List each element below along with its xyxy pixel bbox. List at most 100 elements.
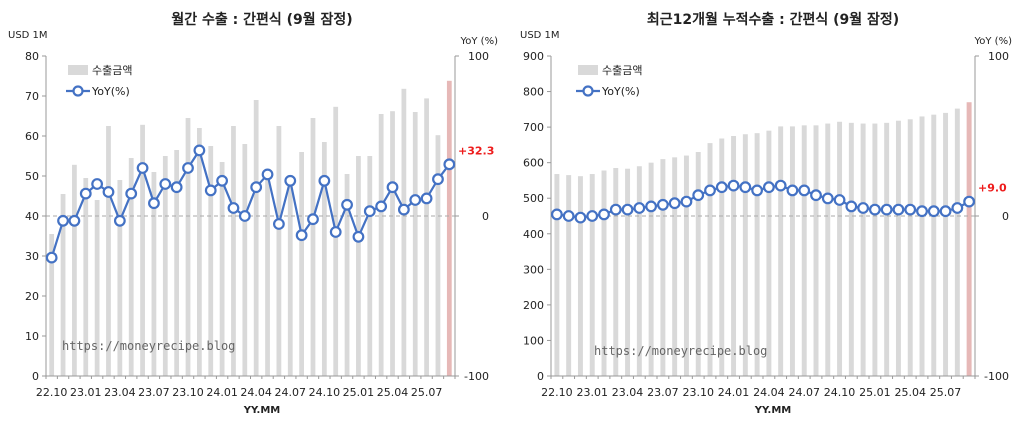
yoy-point-24.05 [774,179,787,192]
bar-23.02 [601,170,607,376]
bar-25.08 [435,135,441,376]
x-tick-label: 24.07 [788,386,820,399]
yoy-line [50,147,451,258]
yoy-point-23.08 [668,197,681,210]
bar-25.07 [424,98,429,377]
bar-24.02 [231,126,236,376]
bar-23.06 [140,124,145,376]
yoy-point-24.09 [821,192,834,205]
legend-line-label: YoY(%) [91,85,130,98]
bar-25.05 [401,88,407,377]
yoy-point-25.04 [904,203,917,216]
yoy-point-25.06 [927,205,940,218]
yoy-point-23.06 [645,200,658,213]
left-tick-label: 0 [32,370,39,383]
x-tick-label: 25.04 [377,386,409,399]
legend-line-marker [72,85,84,97]
bar-23.07 [151,172,157,376]
x-tick-label: 24.04 [240,386,272,399]
bar-25.04 [390,111,395,376]
x-tick-label: 25.04 [894,386,926,399]
yoy-point-23.06 [136,162,149,174]
yoy-point-23.11 [704,184,716,197]
yoy-point-24.01 [727,179,740,192]
x-tick-label: 25.01 [859,386,891,399]
bar-24.11 [333,106,339,377]
x-axis-label: YY.MM [243,405,281,416]
bar-24.02 [742,134,748,376]
bar-23.03 [106,126,111,376]
yoy-point-24.06 [273,218,285,230]
bar-23.01 [589,174,595,376]
yoy-point-23.04 [113,214,126,227]
bar-25.01 [356,156,361,376]
yoy-point-22.11 [562,210,575,222]
yoy-point-24.12 [857,202,870,214]
legend-bar-label: 수출금액 [602,64,642,77]
bar-25.04 [907,119,913,376]
yoy-point-24.08 [810,189,822,202]
yoy-point-22.10 [550,208,563,221]
x-tick-label: 22.10 [541,386,573,399]
left-tick-label: 20 [25,290,39,303]
yoy-point-25.08 [951,202,964,214]
yoy-point-22.11 [57,214,69,227]
bar-23.07 [660,159,666,376]
bar-23.10 [695,152,701,376]
yoy-point-25.07 [420,192,433,205]
x-tick-label: 23.04 [612,386,644,399]
x-tick-label: 23.01 [576,386,608,399]
yoy-point-24.11 [329,226,342,238]
bar-23.08 [162,156,168,376]
bar-25.03 [895,120,901,377]
bar-24.09 [310,118,316,376]
x-axis-label: YY.MM [754,405,792,416]
bar-22.11 [60,194,66,376]
bar-24.07 [801,125,807,376]
yoy-point-23.01 [586,210,599,222]
yoy-point-24.08 [295,229,308,242]
yoy-point-25.06 [409,194,422,206]
bar-24.08 [813,125,819,376]
yoy-point-24.02 [227,202,240,214]
bar-24.05 [265,176,270,376]
yoy-point-24.10 [318,174,331,187]
yoy-point-23.10 [182,162,194,174]
last-value-annotation: +9.0 [978,182,1007,195]
yoy-point-24.05 [261,168,274,181]
bar-25.01 [872,123,878,376]
left-tick-label: 0 [537,370,544,383]
bar-23.08 [672,157,678,376]
x-tick-label: 25.07 [930,386,962,399]
x-tick-label: 23.04 [104,386,136,399]
left-tick-label: 500 [523,192,544,205]
bar-24.03 [242,144,248,376]
yoy-point-23.02 [598,208,610,221]
left-tick-label: 30 [25,250,39,263]
watermark: https://moneyrecipe.blog [62,339,235,353]
yoy-point-23.05 [633,202,646,214]
yoy-point-22.10 [45,251,58,264]
left-tick-label: 700 [523,121,544,134]
left-axis-unit: USD 1M [8,30,48,41]
bar-24.05 [778,126,784,377]
yoy-point-22.12 [574,211,587,224]
legend-line-marker [582,85,594,97]
bar-24.09 [825,123,831,376]
yoy-point-23.11 [193,144,206,157]
bar-24.12 [860,123,866,376]
bar-24.04 [253,100,259,376]
right-tick-label: 100 [468,50,489,63]
yoy-point-25.05 [397,203,410,216]
yoy-point-23.02 [91,178,104,190]
bar-23.11 [707,143,713,376]
yoy-point-25.04 [386,181,399,194]
yoy-point-23.09 [170,181,183,194]
yoy-point-23.04 [621,203,634,216]
yoy-point-25.03 [375,200,388,213]
bar-22.10 [49,234,55,376]
yoy-point-23.07 [656,198,669,211]
x-tick-label: 25.01 [343,386,375,399]
x-tick-label: 24.10 [309,386,341,399]
